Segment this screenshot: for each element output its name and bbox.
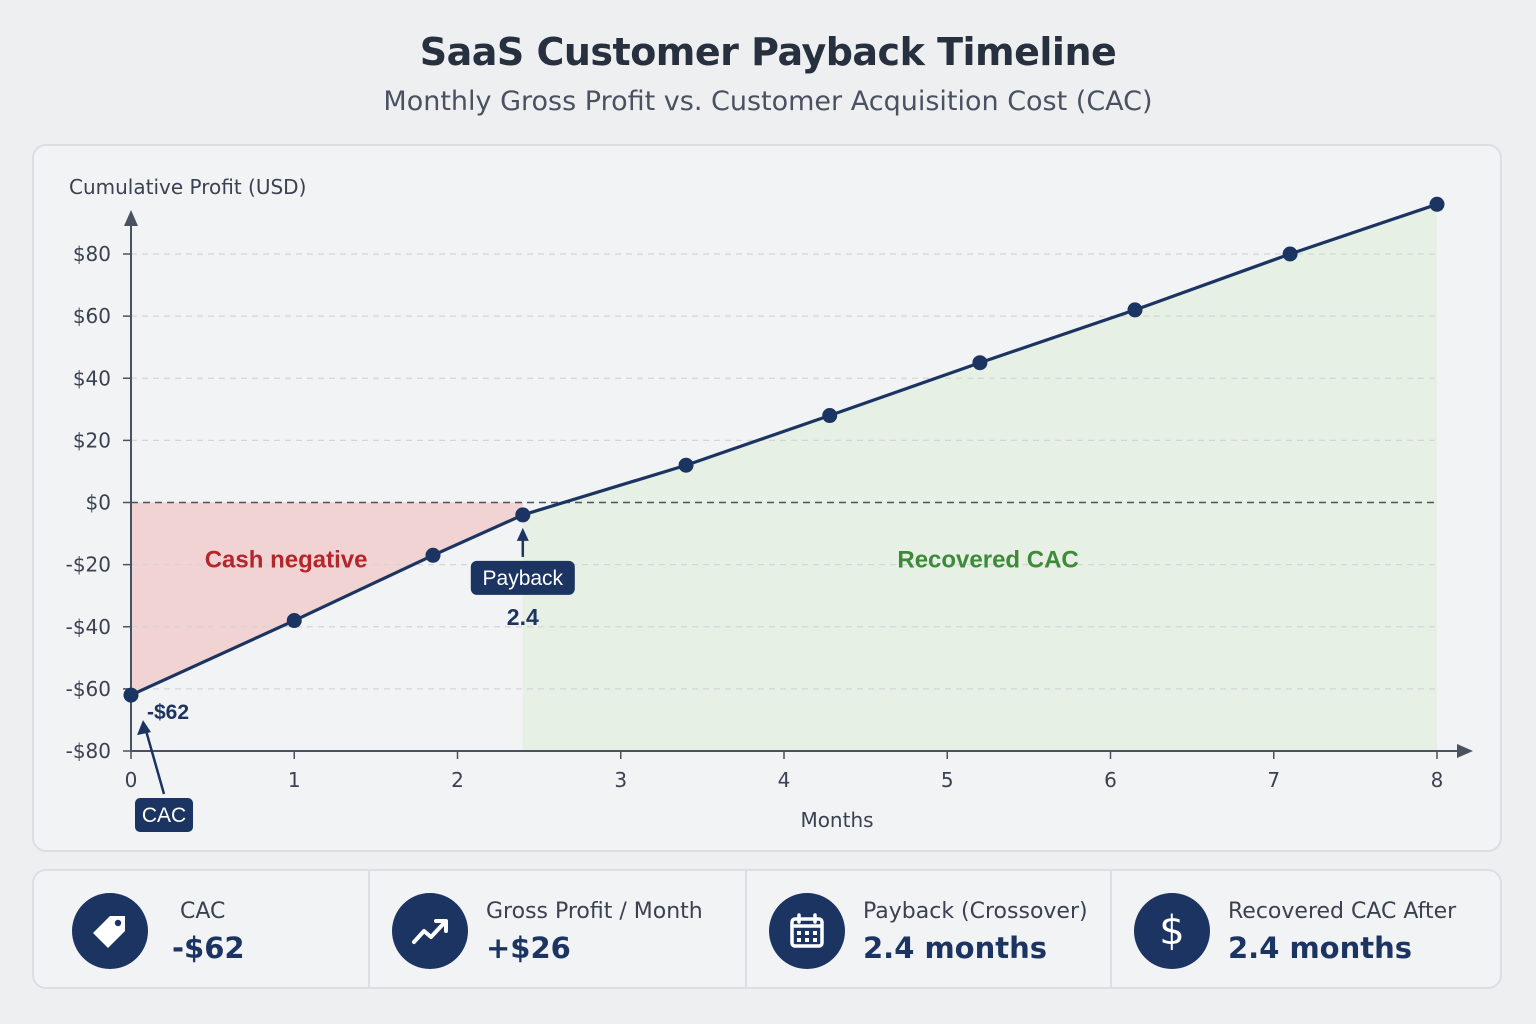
recovered-region <box>522 204 1437 752</box>
data-point <box>972 355 988 371</box>
kpi-gross-profit: Gross Profit / Month +$26 <box>370 871 747 987</box>
kpi-recovered: $ Recovered CAC After 2.4 months <box>1112 871 1500 987</box>
payback-arrowhead <box>516 527 529 541</box>
payback-value-label: 2.4 <box>507 604 539 630</box>
data-point <box>123 687 139 703</box>
chart-title: SaaS Customer Payback Timeline <box>419 30 1117 74</box>
data-point <box>678 457 694 473</box>
x-tick-label: 0 <box>125 768 138 792</box>
kpi-payback: Payback (Crossover) 2.4 months <box>747 871 1112 987</box>
y-tick-label: $40 <box>73 366 111 390</box>
cac-arrow <box>143 726 166 795</box>
kpi-payback-value: 2.4 months <box>863 931 1048 965</box>
kpi-recovered-label: Recovered CAC After <box>1228 899 1457 924</box>
data-point <box>286 613 302 629</box>
data-point <box>425 547 441 563</box>
kpi-payback-label: Payback (Crossover) <box>863 899 1088 924</box>
cac-value-label: -$62 <box>147 701 189 724</box>
data-point <box>1127 302 1143 318</box>
data-point <box>1429 196 1445 212</box>
x-tick-label: 7 <box>1267 768 1280 792</box>
chart-panel: -$80 -$60 -$40 -$20 $0 $20 $40 $60 $80 0 1 2 3 4 5 6 7 8 C… <box>32 144 1502 852</box>
dollar-icon: $ <box>1134 893 1210 969</box>
data-point <box>822 408 838 424</box>
kpi-cac: CAC -$62 <box>34 871 370 987</box>
chart-subtitle: Monthly Gross Profit vs. Customer Acquis… <box>383 86 1153 117</box>
trending-up-icon <box>392 893 468 969</box>
cac-badge-label: CAC <box>142 804 186 827</box>
cac-arrowhead <box>137 720 151 736</box>
x-tick-label: 4 <box>778 768 791 792</box>
y-tick-label: $80 <box>73 242 111 266</box>
y-tick-label: $0 <box>86 491 111 515</box>
x-tick-label: 2 <box>451 768 464 792</box>
kpi-gross-profit-value: +$26 <box>486 931 571 965</box>
y-tick-label: $20 <box>73 428 111 452</box>
x-tick-label: 3 <box>614 768 627 792</box>
y-tick-label: -$20 <box>66 553 111 577</box>
payback-line-chart: -$80 -$60 -$40 -$20 $0 $20 $40 $60 $80 0 1 2 3 4 5 6 7 8 C… <box>66 175 1473 832</box>
y-tick-label: -$80 <box>66 739 111 763</box>
cash-negative-region <box>131 502 523 696</box>
x-axis-arrow <box>1457 744 1473 758</box>
kpi-cac-label: CAC <box>180 899 226 924</box>
cumulative-profit-line <box>130 202 1438 697</box>
y-tick-label: $60 <box>73 304 111 328</box>
kpi-strip: CAC -$62 Gross Profit / Month +$26 Payba… <box>32 869 1502 989</box>
payback-badge <box>470 560 575 595</box>
y-axis-label: Cumulative Profit (USD) <box>69 175 306 199</box>
y-tick-label: -$40 <box>66 615 111 639</box>
x-tick-label: 6 <box>1104 768 1117 792</box>
data-point <box>515 507 531 523</box>
x-tick-label: 8 <box>1431 768 1444 792</box>
x-tick-label: 5 <box>941 768 954 792</box>
payback-badge-label: Payback <box>483 567 564 590</box>
y-axis-arrow <box>124 210 138 226</box>
cac-badge <box>135 798 193 832</box>
price-tag-icon <box>72 893 148 969</box>
data-point <box>1282 246 1298 262</box>
kpi-gross-profit-label: Gross Profit / Month <box>486 899 703 924</box>
x-axis-label: Months <box>800 808 873 832</box>
y-tick-label: -$60 <box>66 677 111 701</box>
calendar-icon <box>769 893 845 969</box>
kpi-cac-value: -$62 <box>172 931 245 965</box>
x-tick-label: 1 <box>288 768 301 792</box>
recovered-cac-label: Recovered CAC <box>897 547 1078 574</box>
cash-negative-label: Cash negative <box>205 547 368 574</box>
kpi-recovered-value: 2.4 months <box>1228 931 1413 965</box>
